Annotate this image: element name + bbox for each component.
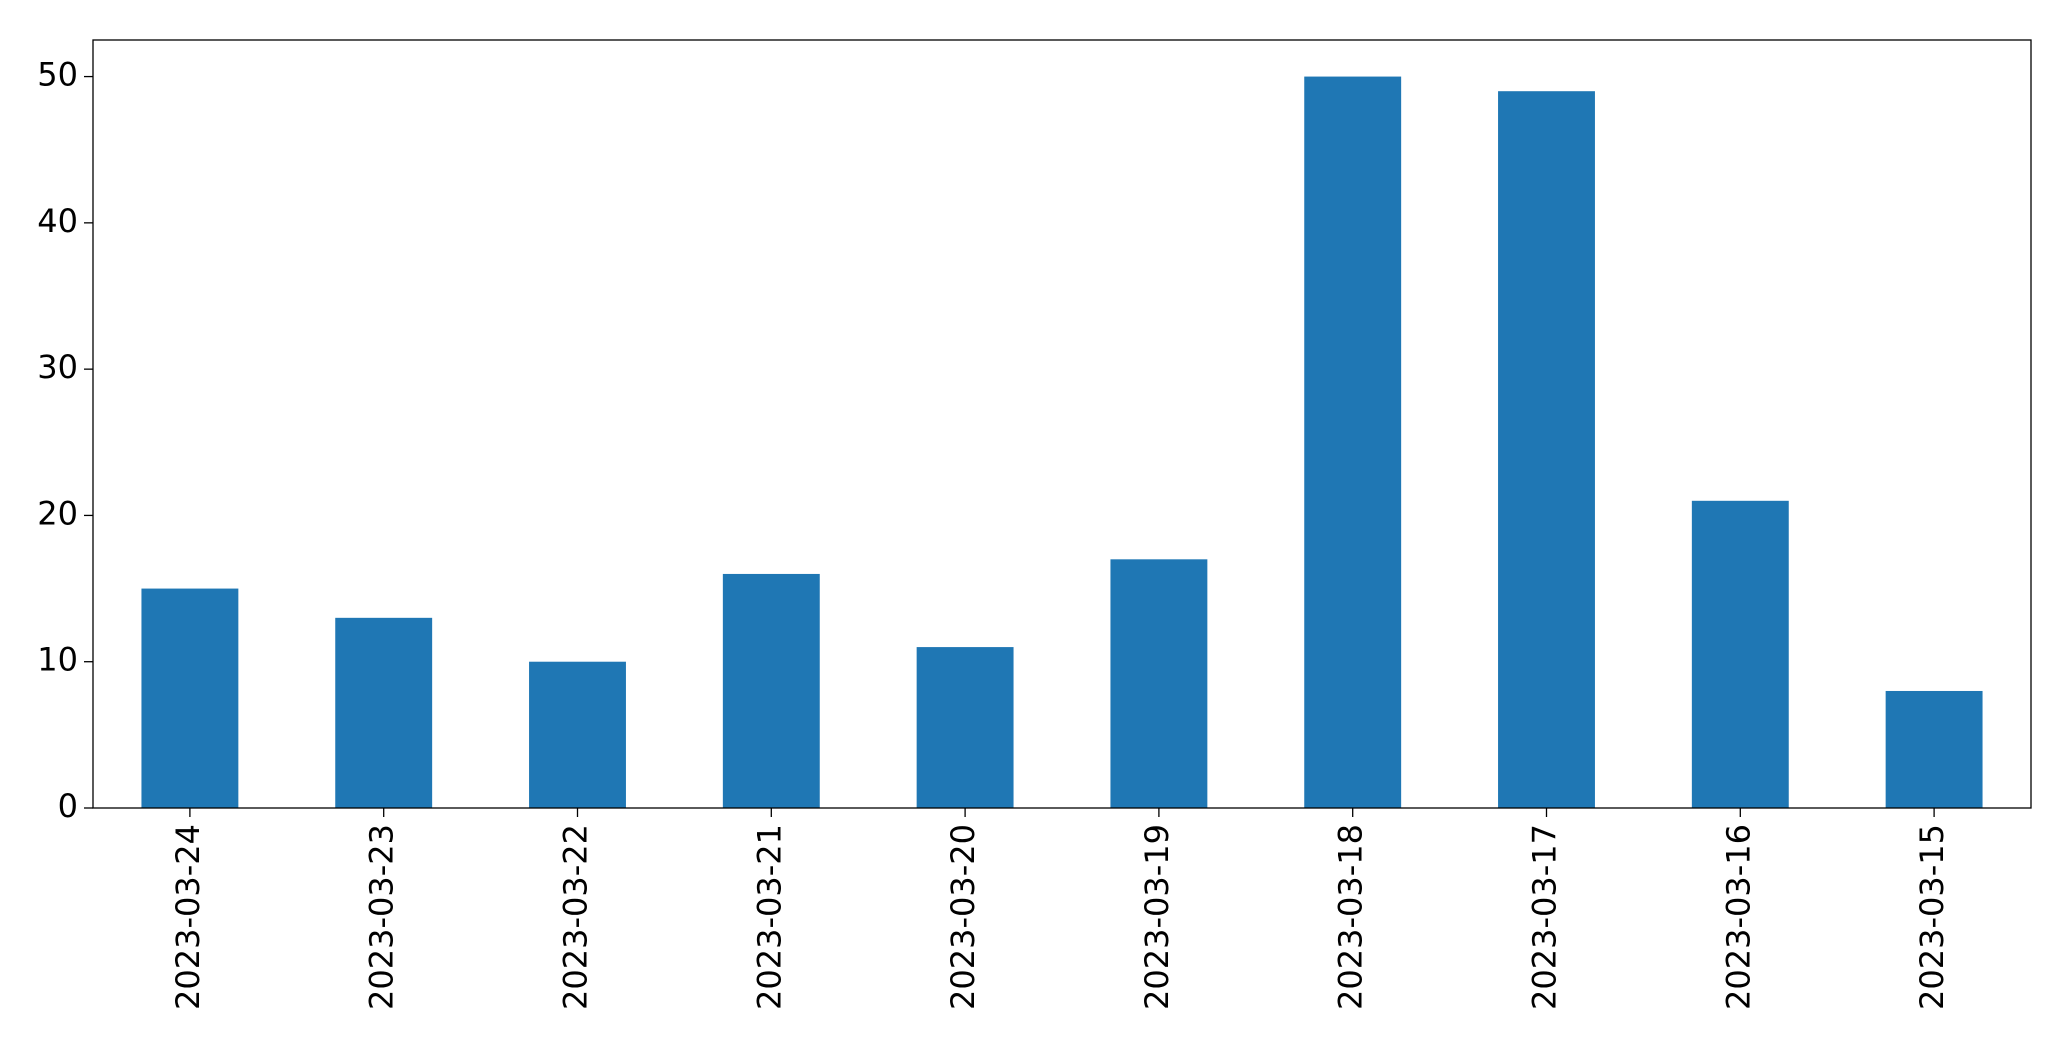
y-tick-label: 10: [37, 641, 78, 679]
y-tick-label: 0: [58, 787, 78, 825]
x-tick-label: 2023-03-24: [169, 824, 207, 1010]
x-tick-label: 2023-03-18: [1332, 824, 1370, 1010]
bar: [335, 617, 433, 808]
x-tick-label: 2023-03-23: [363, 824, 401, 1010]
y-tick-label: 40: [37, 202, 78, 240]
plot-frame: [92, 39, 2032, 809]
x-tick-label: 2023-03-16: [1719, 824, 1757, 1010]
x-tick-label: 2023-03-19: [1138, 824, 1176, 1010]
x-tick-label: 2023-03-22: [557, 824, 595, 1010]
bar: [1110, 559, 1208, 808]
x-tick-label: 2023-03-21: [750, 824, 788, 1010]
bar: [141, 588, 239, 808]
x-tick-label: 2023-03-15: [1913, 824, 1951, 1010]
y-tick-label: 50: [37, 56, 78, 94]
bar: [1691, 500, 1789, 808]
y-tick-label: 30: [37, 348, 78, 386]
bar: [1304, 76, 1402, 809]
bar: [722, 573, 820, 808]
x-tick-label: 2023-03-17: [1526, 824, 1564, 1010]
x-tick-label: 2023-03-20: [944, 824, 982, 1010]
bar: [529, 661, 626, 808]
y-tick-label: 20: [37, 494, 78, 532]
bar: [1885, 690, 1983, 808]
bar: [1498, 91, 1595, 808]
bar: [916, 647, 1014, 808]
